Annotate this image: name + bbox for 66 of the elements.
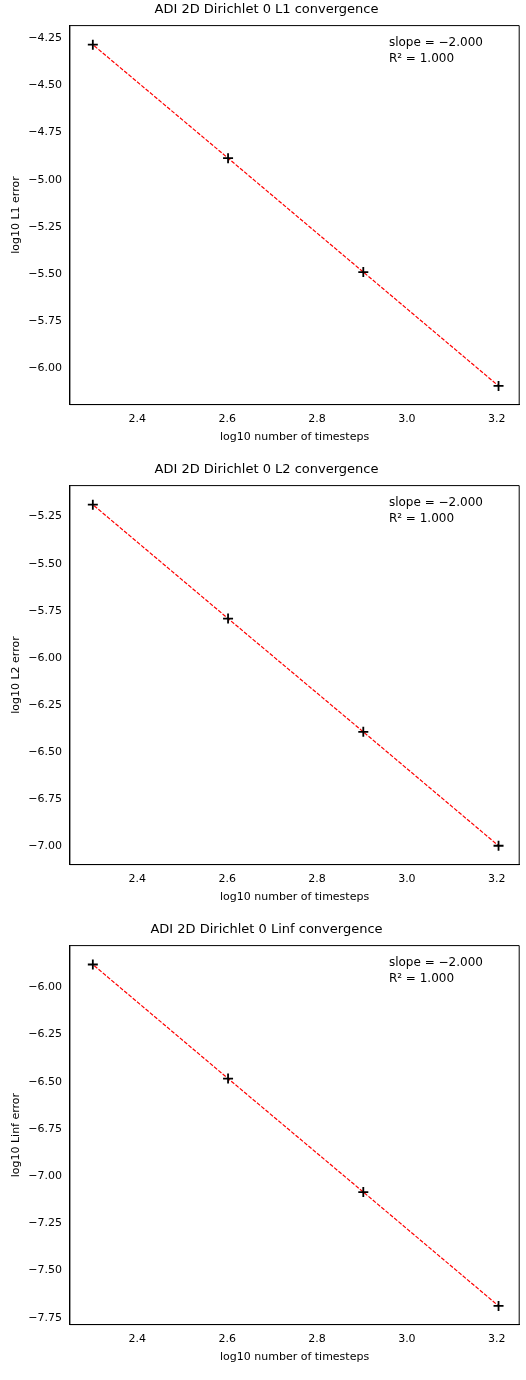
x-tick-label: 3.2 (487, 412, 506, 426)
y-axis-title: log10 L2 error (9, 635, 23, 714)
point (222, 612, 234, 625)
x-tick-label: 2.8 (308, 412, 326, 426)
x-axis-title: log10 number of timesteps (219, 430, 370, 444)
x-tick-label: 2.4 (128, 412, 147, 426)
point (357, 1186, 370, 1198)
point (86, 958, 99, 971)
annotation: slope = −2.000 (388, 494, 483, 509)
y-tick-label: −6.00 (28, 650, 62, 664)
y-axis-title: log10 Linf error (9, 1092, 23, 1178)
x-tick-label: 3.2 (487, 872, 506, 886)
annotation: slope = −2.000 (388, 954, 483, 969)
x-tick-label: 2.6 (218, 412, 236, 426)
y-tick-label: −5.75 (28, 603, 62, 617)
x-tick-label: 3.0 (398, 1332, 416, 1346)
y-tick-label: −5.25 (28, 219, 62, 233)
x-tick-label: 3.2 (487, 1332, 506, 1346)
y-axis-title: log10 L1 error (9, 175, 23, 254)
y-tick-label: −6.75 (28, 792, 62, 806)
point (492, 380, 505, 392)
x-tick-label: 2.4 (128, 1332, 147, 1346)
annotation: R² = 1.000 (388, 970, 455, 985)
y-tick-label: −4.50 (28, 78, 62, 92)
y-tick-label: −6.00 (28, 980, 62, 994)
y-tick-label: −4.25 (28, 31, 62, 45)
chart-title: ADI 2D Dirichlet 0 L2 convergence (154, 461, 379, 477)
annotation: R² = 1.000 (388, 510, 455, 525)
y-tick-label: −6.50 (28, 1074, 62, 1088)
x-tick-label: 2.4 (128, 872, 147, 886)
point (86, 38, 99, 51)
y-tick-label: −6.75 (28, 1121, 62, 1135)
y-tick-label: −7.75 (28, 1310, 62, 1324)
y-tick-label: −7.00 (28, 839, 62, 853)
x-axis-title: log10 number of timesteps (219, 890, 370, 904)
y-tick-label: −5.75 (28, 313, 62, 327)
x-tick-label: 3.0 (398, 872, 416, 886)
x-tick-label: 2.8 (308, 1332, 326, 1346)
point (357, 725, 370, 738)
point (86, 498, 99, 511)
point (222, 152, 234, 165)
x-tick-label: 2.6 (218, 872, 236, 886)
y-tick-label: −5.00 (28, 172, 62, 186)
x-tick-label: 2.8 (308, 872, 326, 886)
y-tick-label: −7.00 (28, 1169, 62, 1183)
point (222, 1072, 234, 1085)
annotation: R² = 1.000 (388, 50, 455, 65)
y-tick-label: −5.50 (28, 556, 62, 570)
y-tick-label: −6.50 (28, 745, 62, 759)
point (492, 839, 505, 852)
y-tick-label: −5.50 (28, 266, 62, 280)
point (492, 1300, 505, 1312)
y-tick-label: −7.25 (28, 1216, 62, 1230)
y-tick-label: −4.75 (28, 125, 62, 139)
y-tick-label: −5.25 (28, 509, 62, 523)
annotation: slope = −2.000 (388, 34, 483, 49)
point (357, 266, 370, 278)
y-tick-label: −6.00 (28, 361, 62, 375)
y-tick-label: −7.50 (28, 1263, 62, 1277)
x-tick-label: 2.6 (218, 1332, 236, 1346)
y-tick-label: −6.25 (28, 1027, 62, 1041)
y-tick-label: −6.25 (28, 697, 62, 711)
chart-title: ADI 2D Dirichlet 0 L1 convergence (154, 1, 379, 17)
x-tick-label: 3.0 (398, 412, 416, 426)
x-axis-title: log10 number of timesteps (219, 1350, 370, 1364)
chart-title: ADI 2D Dirichlet 0 Linf convergence (150, 921, 383, 937)
